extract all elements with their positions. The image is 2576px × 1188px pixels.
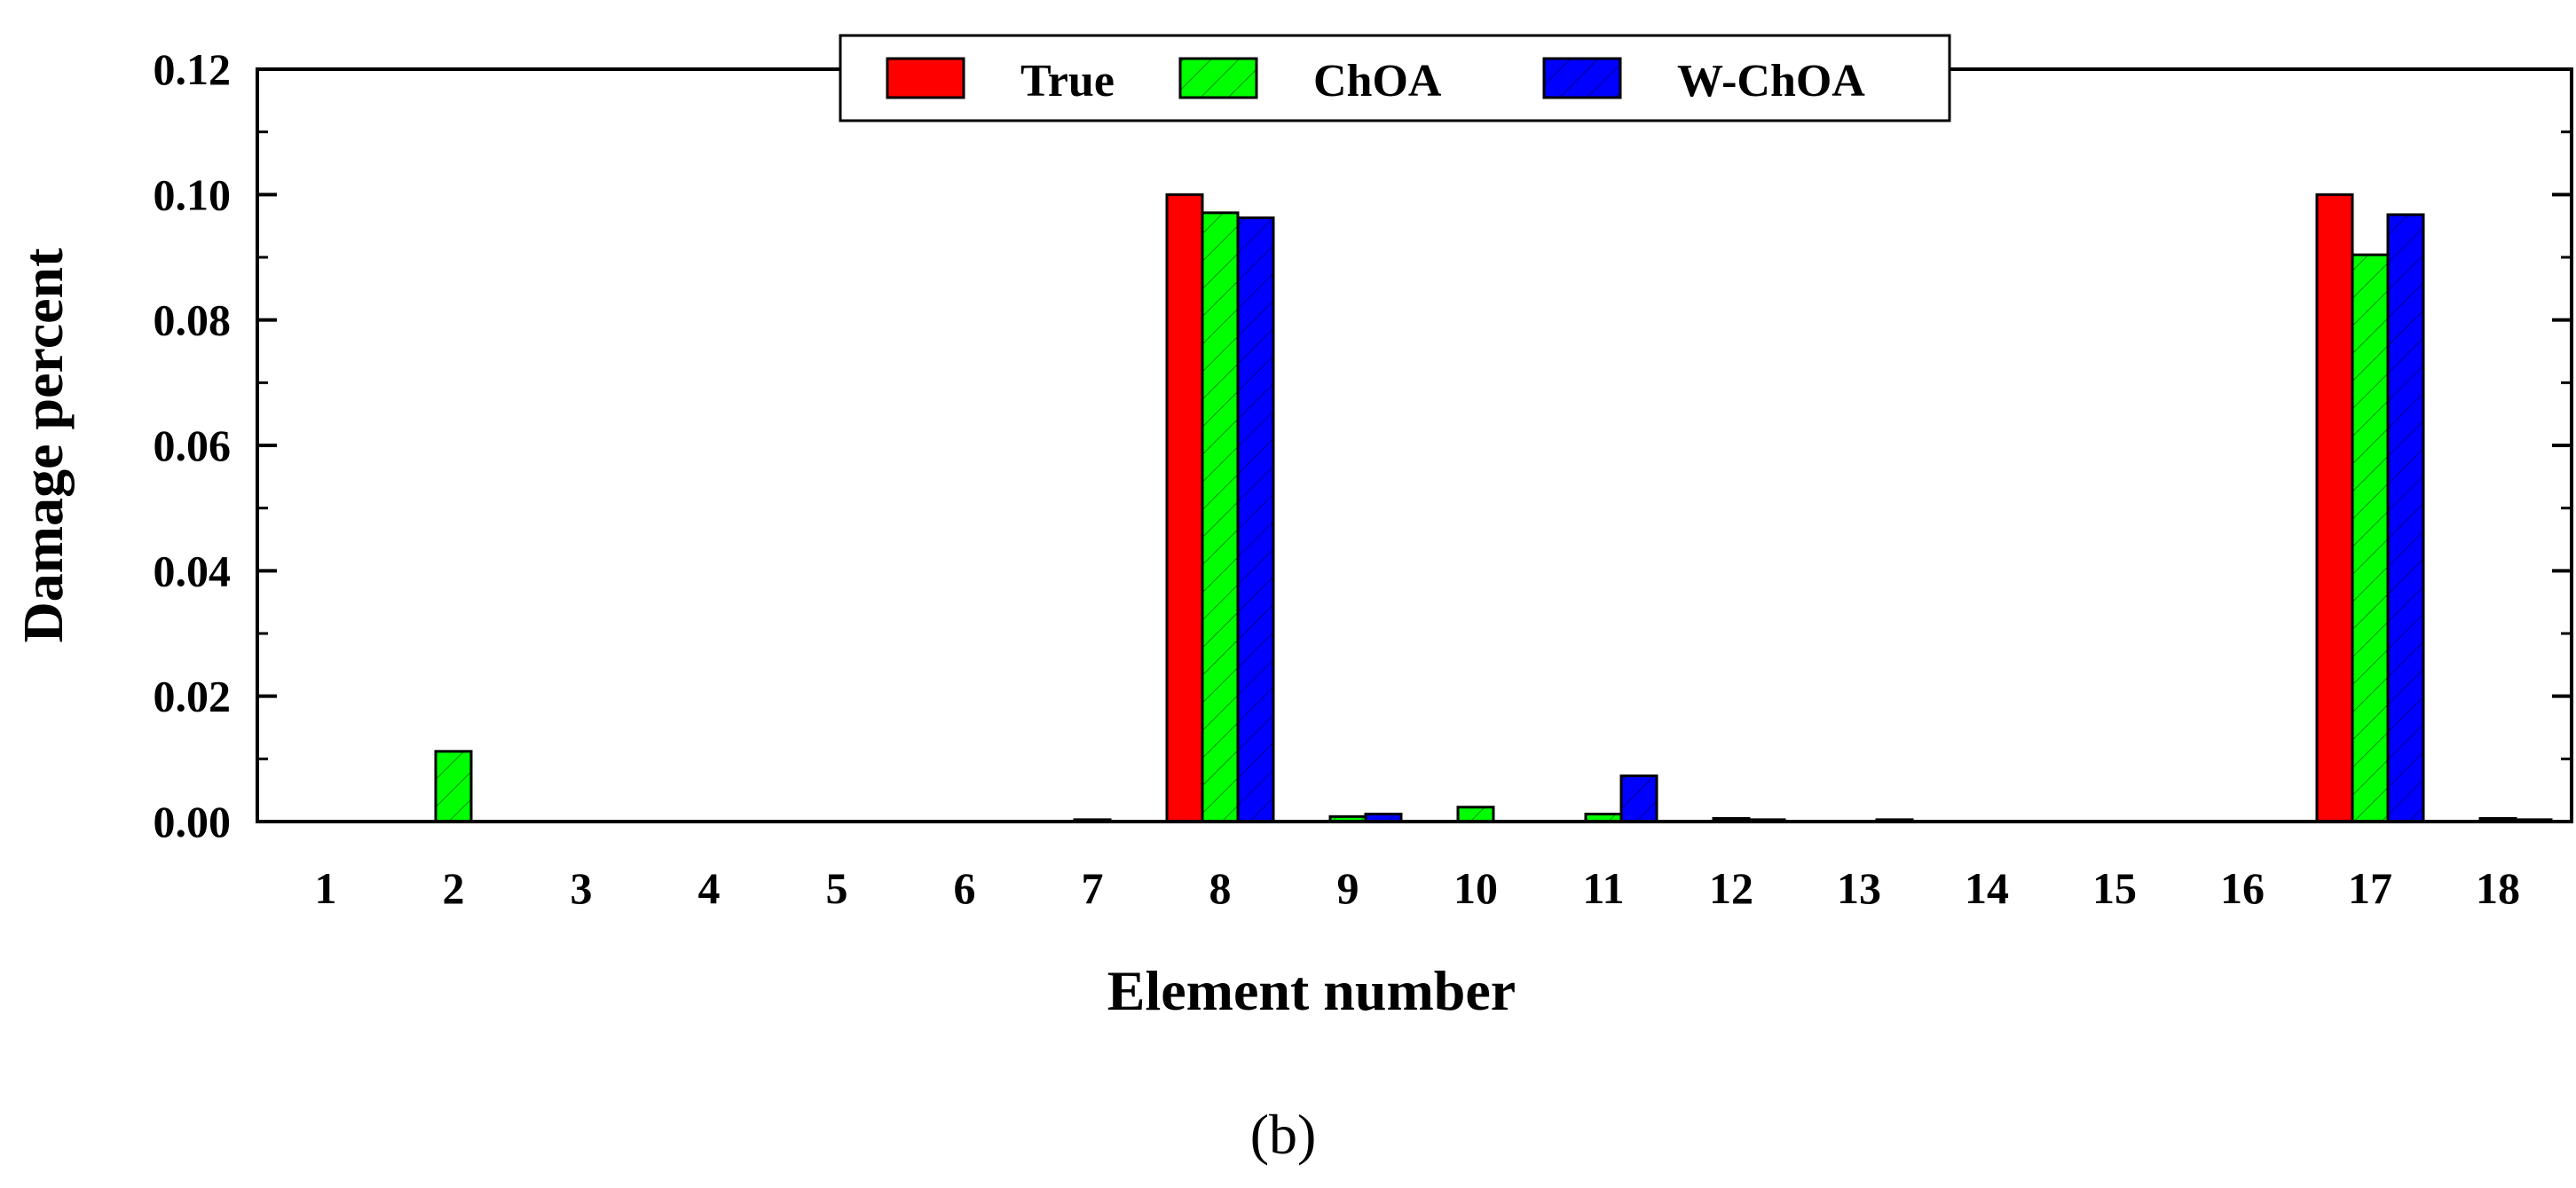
x-tick-label: 13: [1837, 863, 1881, 913]
bar-hatch-w-choa-17: [2388, 214, 2423, 822]
x-tick-label: 5: [826, 863, 848, 913]
x-tick-label: 18: [2476, 863, 2520, 913]
bar-hatch-choa-11: [1586, 814, 1621, 822]
bar-hatch-choa-2: [436, 751, 471, 822]
legend-label-choa: ChOA: [1313, 56, 1442, 106]
y-tick-label: 0.10: [154, 169, 232, 219]
bar-hatch-choa-10: [1458, 806, 1493, 822]
y-tick-label: 0.00: [154, 797, 232, 846]
bars-layer: [434, 193, 2553, 823]
x-tick-label: 3: [571, 863, 593, 913]
x-tick-label: 9: [1337, 863, 1359, 913]
x-tick-label: 11: [1582, 863, 1624, 913]
x-axis-label: Element number: [1107, 959, 1516, 1022]
bar-hatch-w-choa-8: [1238, 217, 1273, 822]
legend-label-true: True: [1020, 56, 1115, 106]
bar-hatch-w-choa-11: [1621, 775, 1657, 822]
x-tick-label: 2: [443, 863, 465, 913]
panel-label: (b): [1250, 1103, 1317, 1166]
legend-swatch-hatch-choa: [1180, 59, 1256, 98]
bar-hatch-choa-9: [1330, 816, 1366, 822]
legend-swatch-true: [886, 57, 965, 99]
y-tick-label: 0.08: [154, 295, 232, 345]
y-tick-label: 0.02: [154, 672, 232, 721]
bar-hatch-choa-17: [2352, 255, 2388, 822]
y-axis-label: Damage percent: [12, 248, 75, 643]
x-tick-label: 14: [1965, 863, 2009, 913]
bar-true-17: [2315, 193, 2354, 823]
bar-hatch-w-choa-9: [1366, 814, 1401, 822]
legend-swatch-hatch-w-choa: [1544, 59, 1620, 98]
y-tick-label: 0.06: [154, 421, 232, 470]
x-tick-label: 12: [1709, 863, 1753, 913]
x-tick-label: 10: [1453, 863, 1498, 913]
x-tick-label: 1: [315, 863, 337, 913]
x-tick-label: 17: [2348, 863, 2392, 913]
x-tick-label: 8: [1209, 863, 1232, 913]
x-tick-label: 15: [2092, 863, 2137, 913]
ticks-layer: 0.000.020.040.060.080.100.121 2 3 4 5 6 7 8 9 10 1…: [154, 44, 2572, 913]
bar-true-8: [1165, 193, 1204, 823]
y-tick-label: 0.12: [154, 44, 232, 94]
x-tick-label: 7: [1082, 863, 1104, 913]
legend: True ChOA W-ChOA: [839, 34, 1951, 122]
y-tick-label: 0.04: [154, 546, 232, 595]
x-tick-label: 16: [2220, 863, 2265, 913]
x-tick-label: 4: [698, 863, 721, 913]
bar-hatch-choa-8: [1202, 212, 1238, 822]
x-tick-label: 6: [954, 863, 976, 913]
legend-box: [839, 34, 1951, 122]
plot-frame: [256, 67, 2573, 823]
legend-label-w-choa: W-ChOA: [1677, 56, 1865, 106]
